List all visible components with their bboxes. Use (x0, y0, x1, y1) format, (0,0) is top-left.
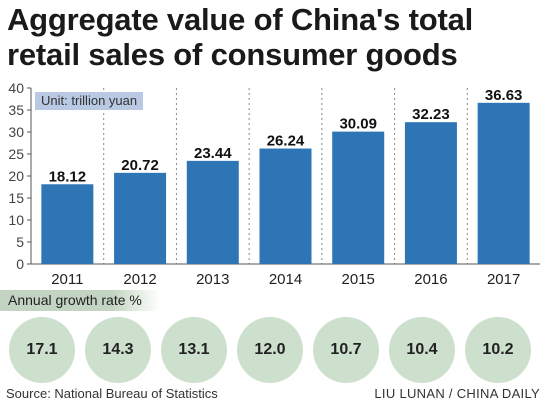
y-tick-label: 15 (8, 190, 24, 206)
y-tick-label: 30 (8, 124, 24, 140)
value-label-2011: 18.12 (49, 168, 87, 185)
x-tick-label-2013: 2013 (196, 271, 229, 288)
y-tick-label: 25 (8, 146, 24, 162)
y-tick-label: 40 (8, 80, 24, 96)
bar-2013 (186, 160, 239, 264)
chart-title: Aggregate value of China's total retail … (7, 2, 474, 72)
growth-rate-label: Annual growth rate % (0, 290, 160, 311)
value-label-2013: 23.44 (194, 145, 232, 162)
source-note: Source: National Bureau of Statistics (6, 386, 218, 401)
y-tick-label: 10 (8, 212, 24, 228)
x-tick-label-2012: 2012 (123, 271, 156, 288)
growth-circle-2014: 12.0 (237, 317, 303, 383)
value-label-2017: 36.63 (485, 87, 523, 104)
credit-line: LIU LUNAN / CHINA DAILY (374, 386, 540, 401)
x-tick-label-2011: 2011 (51, 271, 83, 288)
bar-2012 (114, 172, 167, 264)
y-tick-label: 20 (8, 168, 24, 184)
bar-2011 (41, 184, 94, 264)
y-tick-label: 5 (16, 234, 24, 250)
bar-2017 (477, 102, 530, 264)
value-label-2014: 26.24 (267, 133, 305, 150)
bar-2015 (332, 131, 385, 264)
bar-2014 (259, 148, 312, 264)
value-label-2012: 20.72 (121, 157, 159, 174)
x-tick-label-2016: 2016 (414, 271, 447, 288)
growth-circle-2011: 17.1 (9, 317, 75, 383)
value-label-2016: 32.23 (412, 106, 450, 123)
growth-circle-2017: 10.2 (465, 317, 531, 383)
bar-2016 (404, 122, 457, 264)
growth-circle-2016: 10.4 (389, 317, 455, 383)
x-tick-label-2014: 2014 (269, 271, 302, 288)
y-tick-label: 0 (16, 256, 24, 272)
unit-label: Unit: trillion yuan (35, 92, 144, 110)
growth-circle-2013: 13.1 (161, 317, 227, 383)
growth-circle-2012: 14.3 (85, 317, 151, 383)
y-tick-label: 35 (8, 102, 24, 118)
x-tick-label-2015: 2015 (342, 271, 375, 288)
bar-chart: 0 5 10 15 20 25 30 35 40 18.12 2011 20.72 2012 23.44 2… (8, 80, 540, 288)
growth-circle-2015: 10.7 (313, 317, 379, 383)
x-tick-label-2017: 2017 (487, 271, 520, 288)
value-label-2015: 30.09 (339, 116, 377, 133)
